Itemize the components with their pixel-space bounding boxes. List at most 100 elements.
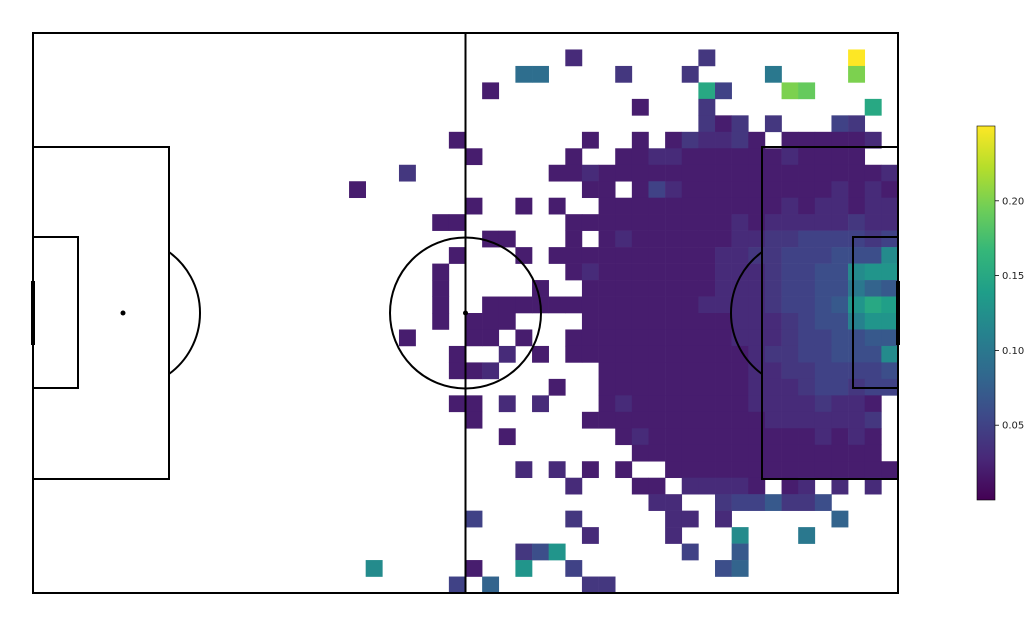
heatmap-cell: [864, 197, 882, 215]
heatmap-cell: [748, 148, 766, 166]
heatmap-cell: [715, 263, 732, 281]
heatmap-cell: [665, 280, 683, 297]
heatmap-cell: [581, 345, 599, 363]
heatmap-cell: [798, 197, 816, 215]
heatmap-cell: [681, 362, 699, 380]
heatmap-cell: [831, 197, 849, 215]
heatmap-cell: [681, 510, 699, 528]
heatmap-cell: [648, 148, 666, 166]
heatmap-cell: [631, 362, 649, 380]
heatmap-cell: [814, 230, 832, 248]
heatmap-cell: [598, 345, 616, 363]
heatmap-cell: [764, 362, 782, 380]
heatmap-cell: [698, 345, 716, 363]
heatmap-cell: [748, 263, 766, 281]
heatmap-cell: [864, 461, 882, 479]
heatmap-cell: [665, 230, 683, 248]
heatmap-cell: [864, 395, 882, 413]
heatmap-cell: [848, 411, 866, 429]
heatmap-cell: [398, 329, 416, 347]
heatmap-cell: [465, 148, 483, 166]
heatmap-cell: [831, 411, 849, 429]
heatmap-cell: [665, 345, 683, 363]
heatmap-cell: [681, 197, 699, 215]
heatmap-cell: [748, 296, 766, 314]
heatmap-cell: [814, 181, 832, 199]
heatmap-cell: [715, 345, 732, 363]
heatmap-cell: [715, 444, 732, 462]
heatmap-cell: [848, 49, 866, 67]
heatmap-cell: [814, 461, 832, 479]
heatmap-cell: [781, 362, 799, 380]
right-penalty-arc: [729, 251, 763, 375]
heatmap-cell: [781, 345, 799, 363]
heatmap-cell: [631, 181, 649, 199]
heatmap-cell: [764, 313, 782, 330]
heatmap-cell: [698, 378, 716, 396]
heatmap-cell: [698, 49, 716, 67]
heatmap-cell: [814, 494, 832, 511]
heatmap-cell: [748, 214, 766, 231]
heatmap-cell: [465, 395, 483, 413]
heatmap-cell: [648, 411, 666, 429]
heatmap-cell: [831, 428, 849, 446]
heatmap-cell: [881, 345, 899, 363]
heatmap-cell: [831, 247, 849, 264]
heatmap-cell: [698, 461, 716, 479]
heatmap-cell: [831, 131, 849, 149]
heatmap-cell: [698, 329, 716, 347]
heatmap-cell: [715, 362, 732, 380]
heatmap-cell: [764, 411, 782, 429]
colorbar: 0.05 0.10 0.15 0.20: [976, 125, 1024, 501]
heatmap-cell: [731, 131, 749, 149]
heatmap-cell: [648, 444, 666, 462]
heatmap-cell: [764, 345, 782, 363]
heatmap-cell: [631, 214, 649, 231]
heatmap-cell: [715, 148, 732, 166]
heatmap-cell: [615, 296, 633, 314]
heatmap-cell: [515, 461, 533, 479]
heatmap-cell: [781, 461, 799, 479]
heatmap-cell: [532, 345, 549, 363]
heatmap-cell: [665, 444, 683, 462]
heatmap-cell: [648, 395, 666, 413]
heatmap-cell: [864, 214, 882, 231]
heatmap-cell: [764, 329, 782, 347]
heatmap-cell: [848, 115, 866, 133]
heatmap-cell: [532, 395, 549, 413]
heatmap-cell: [864, 428, 882, 446]
heatmap-cell: [715, 296, 732, 314]
colorbar-tick-label: 0.20: [1002, 196, 1024, 207]
heatmap-cell: [731, 362, 749, 380]
heatmap-cell: [848, 230, 866, 248]
heatmap-cell: [764, 428, 782, 446]
heatmap-cell: [715, 329, 732, 347]
centre-circle: [389, 236, 542, 390]
heatmap-cell: [848, 345, 866, 363]
heatmap-cell: [648, 214, 666, 231]
heatmap-cell: [498, 345, 516, 363]
heatmap-cell: [748, 230, 766, 248]
heatmap-cell: [831, 444, 849, 462]
heatmap-cell: [498, 313, 516, 330]
colorbar-tick-label: 0.15: [1002, 271, 1024, 282]
heatmap-cell: [648, 181, 666, 199]
heatmap-cell: [781, 131, 799, 149]
heatmap-cell: [681, 329, 699, 347]
heatmap-cell: [848, 395, 866, 413]
heatmap-cell: [731, 115, 749, 133]
heatmap-cell: [465, 362, 483, 380]
heatmap-cell: [848, 197, 866, 215]
heatmap-cell: [764, 148, 782, 166]
heatmap-cell: [831, 214, 849, 231]
heatmap-cell: [814, 329, 832, 347]
heatmap-cell: [681, 296, 699, 314]
heatmap-cell: [581, 527, 599, 544]
heatmap-cell: [698, 214, 716, 231]
heatmap-cell: [615, 378, 633, 396]
heatmap-cell: [665, 164, 683, 182]
heatmap-cell: [482, 329, 500, 347]
heatmap-cell: [731, 428, 749, 446]
heatmap-cell: [764, 444, 782, 462]
heatmap-cell: [681, 131, 699, 149]
